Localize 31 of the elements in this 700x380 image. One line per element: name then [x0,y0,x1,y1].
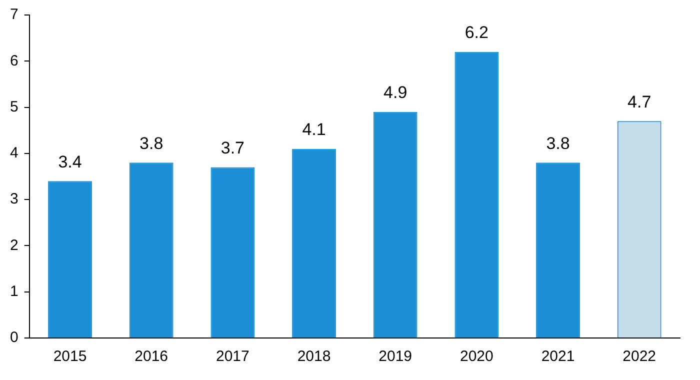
y-tick-label: 5 [10,98,18,116]
data-label: 4.7 [628,92,652,112]
x-tick-label: 2021 [541,348,575,366]
y-tick-label: 3 [10,190,18,208]
data-label: 3.7 [220,138,244,158]
bar [48,181,92,338]
y-tick-label: 1 [10,283,18,300]
data-label: 3.8 [140,134,164,153]
y-tick-label: 6 [10,52,18,70]
data-label: 4.9 [384,83,408,102]
data-label: 4.1 [302,120,326,139]
y-tick-label: 2 [10,236,18,254]
x-tick-label: 2016 [134,348,168,366]
y-tick-label: 0 [10,329,18,346]
bar [210,167,255,338]
bar [536,162,580,338]
x-tick-label: 2022 [622,348,656,366]
bar [373,112,418,338]
x-tick-label: 2018 [297,348,331,366]
y-tick-label: 7 [10,6,18,24]
x-tick-label: 2019 [378,348,412,366]
bar [454,52,499,338]
data-label: 6.2 [464,23,488,42]
bar [292,148,336,338]
data-label: 3.8 [546,134,570,153]
x-tick-label: 2015 [53,348,87,366]
data-label: 3.4 [58,152,82,172]
x-tick-label: 2017 [216,348,250,366]
y-tick-label: 4 [10,144,18,162]
x-tick-label: 2020 [460,348,494,366]
bar [129,162,174,338]
